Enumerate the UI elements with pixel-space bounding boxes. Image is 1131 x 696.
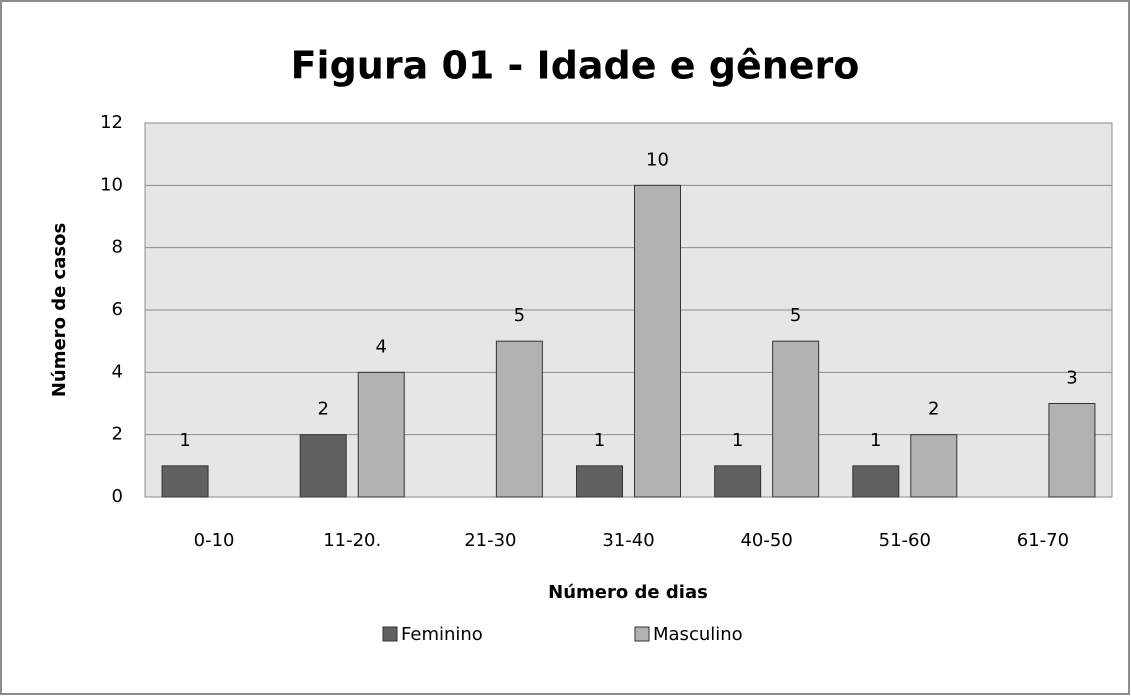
y-tick-label: 12 (100, 112, 123, 133)
y-tick-label: 6 (112, 299, 123, 320)
data-label: 1 (179, 430, 190, 451)
bar (772, 340, 820, 498)
data-label: 5 (514, 305, 525, 326)
x-tick-label: 0-10 (194, 530, 235, 551)
y-tick-label: 10 (100, 174, 123, 195)
x-axis-title: Número de dias (548, 582, 708, 603)
data-label: 1 (870, 430, 881, 451)
y-tick-label: 4 (112, 361, 123, 382)
bar (910, 434, 958, 498)
data-label: 1 (732, 430, 743, 451)
bar (357, 371, 405, 498)
y-axis-title: Número de casos (49, 223, 70, 397)
legend-swatch (634, 626, 650, 642)
x-tick-label: 40-50 (740, 530, 792, 551)
x-tick-label: 31-40 (602, 530, 654, 551)
bar (576, 465, 623, 498)
bar (161, 465, 209, 498)
data-label: 2 (928, 399, 939, 420)
y-tick-label: 2 (112, 424, 123, 445)
bar (299, 434, 347, 498)
data-label: 10 (646, 149, 669, 170)
data-label: 1 (594, 430, 605, 451)
bar (1048, 403, 1096, 498)
legend-label: Feminino (401, 624, 483, 645)
data-label: 4 (375, 336, 386, 357)
x-tick-label: 61-70 (1017, 530, 1069, 551)
legend-swatch (382, 626, 398, 642)
chart-title: Figura 01 - Idade e gênero (291, 44, 860, 88)
data-label: 3 (1066, 368, 1077, 389)
x-tick-label: 11-20. (323, 530, 381, 551)
y-tick-label: 0 (112, 486, 123, 507)
bar (495, 340, 543, 498)
bar (852, 465, 900, 498)
x-tick-label: 21-30 (464, 530, 516, 551)
data-label: 5 (790, 305, 801, 326)
bar (714, 465, 762, 498)
bar (634, 184, 681, 498)
data-label: 2 (317, 399, 328, 420)
legend-label: Masculino (653, 624, 743, 645)
x-tick-label: 51-60 (879, 530, 931, 551)
y-tick-label: 8 (112, 237, 123, 258)
